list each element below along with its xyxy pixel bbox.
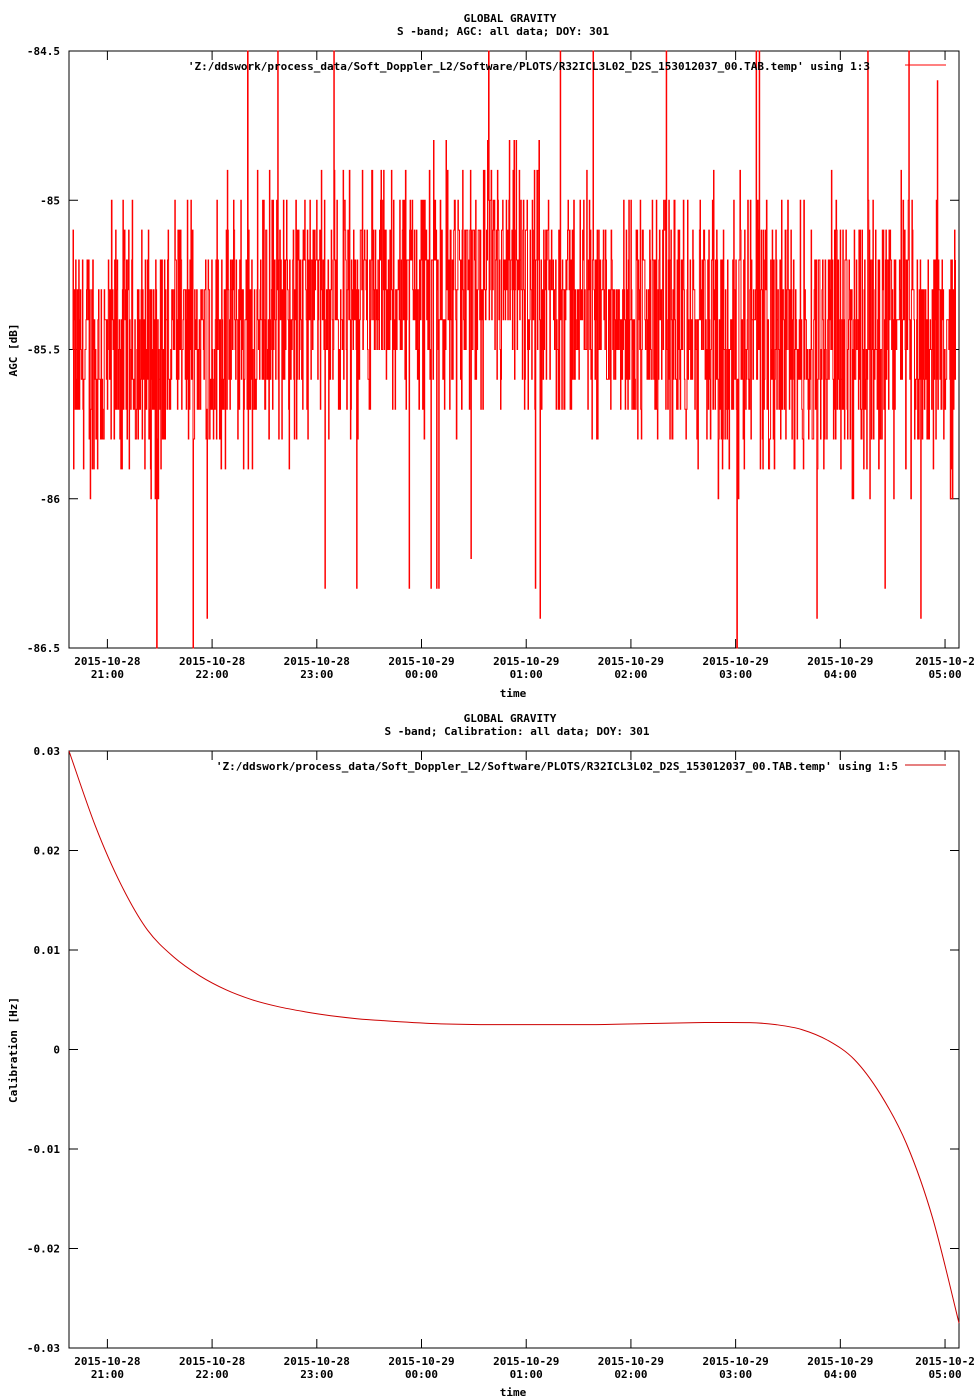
x-tick-label-time: 05:00: [928, 1368, 961, 1381]
x-tick-label-date: 2015-10-29: [388, 655, 454, 668]
chart1-y-label: AGC [dB]: [7, 324, 20, 377]
y-tick-label: 0.03: [34, 745, 61, 758]
chart2-x-label: time: [500, 1386, 527, 1399]
chart2-legend-label: 'Z:/ddswork/process_data/Soft_Doppler_L2…: [216, 760, 898, 773]
chart2-plot-frame: [68, 750, 960, 1349]
x-tick-label-date: 2015-10-29: [807, 1355, 873, 1368]
x-tick-label-date: 2015-10-29: [598, 655, 664, 668]
y-tick-label: 0.01: [34, 944, 61, 957]
x-tick-label-date: 2015-10-28: [179, 655, 245, 668]
x-tick-label-time: 01:00: [510, 1368, 543, 1381]
chart1-y-axis: -84.5 -85 -85.5 -86 -86.5: [27, 45, 959, 655]
x-tick-label-time: 02:00: [614, 1368, 647, 1381]
x-tick-label-time: 21:00: [91, 668, 124, 681]
agc-signal-line: [72, 50, 956, 649]
x-tick-label-time: 04:00: [824, 668, 857, 681]
x-tick-label-date: 2015-10-28: [179, 1355, 245, 1368]
x-tick-label-date: 2015-10-29: [388, 1355, 454, 1368]
x-tick-label-time: 03:00: [719, 668, 752, 681]
x-tick-label-time: 23:00: [300, 1368, 333, 1381]
y-tick-label: -0.01: [27, 1143, 60, 1156]
y-tick-label: -85.5: [27, 344, 60, 357]
x-tick-label-time: 03:00: [719, 1368, 752, 1381]
x-tick-label-time: 22:00: [196, 1368, 229, 1381]
x-tick-label-time: 23:00: [300, 668, 333, 681]
calibration-chart: GLOBAL GRAVITY S -band; Calibration: all…: [7, 712, 975, 1399]
x-tick-label-date: 2015-10-29: [493, 655, 559, 668]
x-tick-label-date: 2015-10-2: [915, 655, 975, 668]
chart1-x-axis: 2015-10-2821:002015-10-2822:002015-10-28…: [74, 51, 975, 681]
y-tick-label: -86: [40, 493, 60, 506]
x-tick-label-date: 2015-10-2: [915, 1355, 975, 1368]
chart2-title: GLOBAL GRAVITY: [464, 712, 557, 725]
agc-chart: GLOBAL GRAVITY S -band; AGC: all data; D…: [7, 12, 975, 700]
x-tick-label-date: 2015-10-28: [74, 655, 140, 668]
y-tick-label: -0.03: [27, 1342, 60, 1355]
x-tick-label-time: 00:00: [405, 1368, 438, 1381]
y-tick-label: -0.02: [27, 1243, 60, 1256]
x-tick-label-time: 02:00: [614, 668, 647, 681]
x-tick-label-time: 00:00: [405, 668, 438, 681]
x-tick-label-date: 2015-10-29: [703, 1355, 769, 1368]
chart1-legend-label: 'Z:/ddswork/process_data/Soft_Doppler_L2…: [188, 60, 870, 73]
chart2-subtitle: S -band; Calibration: all data; DOY: 301: [385, 725, 650, 738]
x-tick-label-time: 22:00: [196, 668, 229, 681]
x-tick-label-date: 2015-10-29: [807, 655, 873, 668]
x-tick-label-time: 05:00: [928, 668, 961, 681]
x-tick-label-date: 2015-10-28: [284, 1355, 350, 1368]
chart2-y-label: Calibration [Hz]: [7, 997, 20, 1103]
x-tick-label-date: 2015-10-28: [74, 1355, 140, 1368]
chart2-y-axis: 0.03 0.02 0.01 0 -0.01 -0.02 -0.03: [27, 745, 959, 1355]
x-tick-label-date: 2015-10-29: [598, 1355, 664, 1368]
x-tick-label-time: 21:00: [91, 1368, 124, 1381]
chart1-series-agc: [72, 50, 956, 649]
x-tick-label-time: 01:00: [510, 668, 543, 681]
y-tick-label: -86.5: [27, 642, 60, 655]
y-tick-label: -85: [40, 194, 60, 207]
chart1-x-label: time: [500, 687, 527, 700]
x-tick-label-date: 2015-10-29: [703, 655, 769, 668]
x-tick-label-date: 2015-10-28: [284, 655, 350, 668]
x-tick-label-time: 04:00: [824, 1368, 857, 1381]
x-tick-label-date: 2015-10-29: [493, 1355, 559, 1368]
y-tick-label: 0.02: [34, 845, 61, 858]
chart1-subtitle: S -band; AGC: all data; DOY: 301: [397, 25, 609, 38]
chart2-series-calibration: [68, 750, 960, 1324]
chart2-x-axis: 2015-10-2821:002015-10-2822:002015-10-28…: [74, 751, 975, 1381]
y-tick-label: 0: [53, 1044, 60, 1057]
y-tick-label: -84.5: [27, 45, 60, 58]
chart1-title: GLOBAL GRAVITY: [464, 12, 557, 25]
